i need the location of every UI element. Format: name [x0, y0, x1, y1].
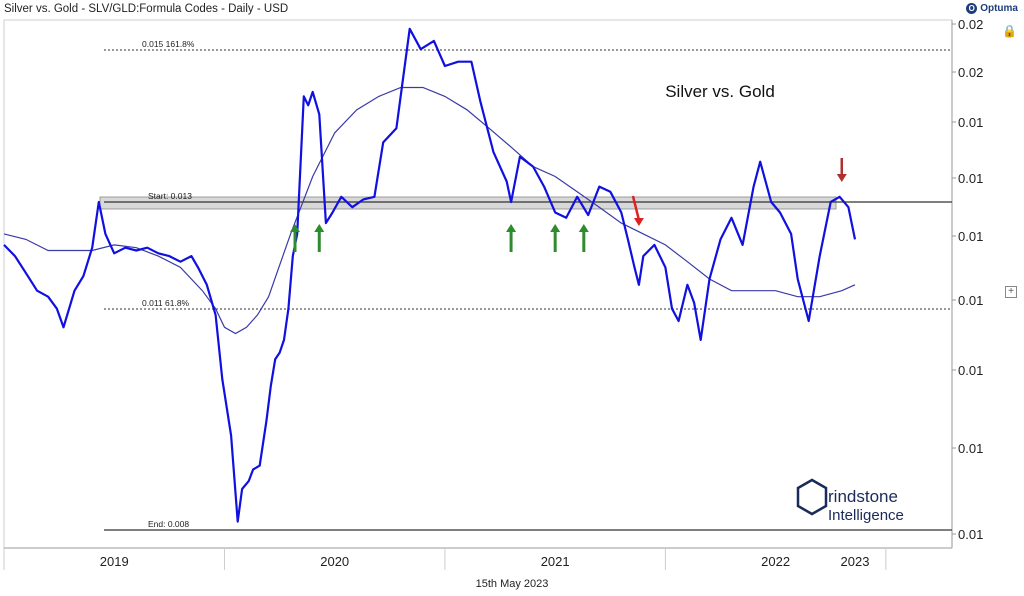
level-label: 0.015 161.8% [142, 39, 195, 49]
plot-frame [3, 19, 953, 549]
y-tick-label: 0.01 [958, 441, 983, 456]
level-label: 0.011 61.8% [142, 298, 190, 308]
y-tick-label: 0.01 [958, 363, 983, 378]
up-arrow-head [506, 224, 517, 232]
lock-icon[interactable]: 🔒 [1002, 24, 1017, 38]
footer-date: 15th May 2023 [475, 578, 549, 590]
logo-line-1: rindstone [828, 487, 898, 506]
moving-average-line [3, 86, 856, 335]
up-arrow-head [550, 224, 561, 232]
optuma-logo-icon: O [966, 3, 978, 14]
up-arrow-head [578, 224, 589, 232]
x-tick-label: 2020 [320, 554, 349, 569]
logo-line-2: Intelligence [828, 507, 904, 524]
x-tick-label: 2023 [841, 554, 870, 569]
down-arrow-head [633, 218, 644, 226]
start-zone [99, 196, 837, 210]
price-line [3, 27, 857, 523]
x-tick-label: 2019 [100, 554, 129, 569]
y-tick-label: 0.01 [958, 229, 983, 244]
y-tick-label: 0.01 [958, 171, 983, 186]
y-tick-label: 0.02 [958, 65, 983, 80]
grindstone-hex-icon [796, 478, 828, 516]
level-label: End: 0.008 [148, 519, 189, 529]
chart-window-title: Silver vs. Gold - SLV/GLD:Formula Codes … [4, 3, 289, 15]
x-tick-label: 2021 [541, 554, 570, 569]
y-tick-label: 0.01 [958, 115, 983, 130]
chart-title: Silver vs. Gold [665, 82, 775, 101]
up-arrow-head [314, 224, 325, 232]
x-tick-label: 2022 [761, 554, 790, 569]
up-arrow-head [290, 224, 301, 232]
y-tick-label: 0.01 [958, 293, 983, 308]
down-arrow-head [836, 174, 847, 182]
y-tick-label: 0.02 [958, 17, 983, 32]
y-tick-label: 0.01 [958, 527, 983, 542]
level-label: Start: 0.013 [148, 191, 192, 201]
plus-icon[interactable]: + [1005, 286, 1017, 298]
chart-header: Silver vs. Gold - SLV/GLD:Formula Codes … [0, 0, 1024, 20]
down-arrow-shaft [631, 195, 641, 221]
brand-logo: O Optuma [966, 3, 1018, 14]
brand-label: Optuma [980, 3, 1018, 14]
